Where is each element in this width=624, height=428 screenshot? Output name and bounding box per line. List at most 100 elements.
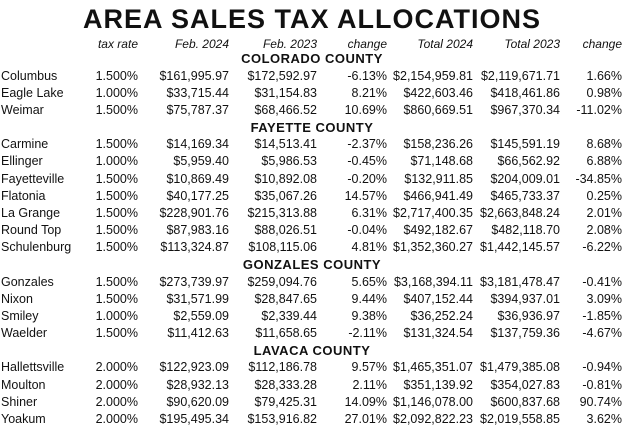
monthly-change: 4.81%: [351, 239, 387, 254]
total-change: -0.41%: [582, 274, 622, 289]
total-2023-value: $418,461.86: [490, 85, 560, 100]
total-2024-value: $71,148.68: [410, 154, 473, 169]
monthly-change: 6.31%: [351, 205, 387, 220]
tax-rate: 1.500%: [95, 137, 138, 152]
table-row: Waelder 1.500% $11,412.63 $11,658.65 -2.11% $…: [0, 325, 624, 342]
total-2023-value: $465,733.37: [490, 188, 560, 203]
feb-2023-value: $108,115.06: [248, 239, 317, 254]
monthly-change: 27.01%: [344, 411, 387, 426]
monthly-change: 10.69%: [344, 102, 387, 117]
city-name: Round Top: [1, 222, 62, 237]
county-heading: FAYETTE COUNTY: [250, 119, 374, 135]
feb-2023-value: $215,313.88: [247, 205, 317, 220]
city-name: La Grange: [1, 205, 61, 220]
tax-rate: 1.500%: [95, 102, 138, 117]
city-name: Hallettsville: [1, 360, 65, 375]
feb-2023-value: $5,986.53: [261, 154, 317, 169]
city-name: Columbus: [1, 68, 58, 83]
feb-2023-value: $2,339.44: [261, 308, 317, 323]
total-2023-value: $137,759.36: [490, 325, 560, 340]
total-2023-value: $1,479,385.08: [480, 360, 560, 375]
total-2024-value: $1,352,360.27: [393, 239, 473, 254]
header-monthly-change: change: [347, 37, 387, 51]
table-row: Carmine 1.500% $14,169.34 $14,513.41 -2.37% $…: [0, 136, 624, 153]
header-feb-2023: Feb. 2023: [262, 37, 317, 51]
total-2023-value: $2,019,558.85: [480, 411, 560, 426]
monthly-change: 9.38%: [351, 308, 387, 323]
total-2024-value: $422,603.46: [403, 85, 473, 100]
feb-2023-value: $28,333.28: [254, 377, 317, 392]
total-2023-value: $394,937.01: [490, 291, 560, 306]
total-change: -4.67%: [582, 325, 622, 340]
feb-2023-value: $88,026.51: [254, 222, 317, 237]
monthly-change: -0.20%: [347, 171, 387, 186]
total-change: 2.01%: [586, 205, 622, 220]
table-row: Round Top 1.500% $87,983.16 $88,026.51 -0.04…: [0, 222, 624, 239]
city-name: Schulenburg: [1, 239, 72, 254]
tax-rate: 2.000%: [95, 360, 138, 375]
table-row: Flatonia 1.500% $40,177.25 $35,067.26 14.57%…: [0, 188, 624, 205]
city-name: Weimar: [1, 102, 44, 117]
total-2024-value: $407,152.44: [403, 291, 473, 306]
total-change: 3.09%: [586, 291, 622, 306]
feb-2023-value: $112,186.78: [248, 360, 317, 375]
feb-2023-value: $31,154.83: [254, 85, 317, 100]
city-name: Fayetteville: [1, 171, 65, 186]
city-name: Flatonia: [1, 188, 46, 203]
feb-2024-value: $228,901.76: [159, 205, 229, 220]
total-change: 8.68%: [586, 137, 622, 152]
tax-rate: 1.500%: [95, 68, 138, 83]
monthly-change: 9.44%: [351, 291, 387, 306]
total-2024-value: $2,154,959.81: [393, 68, 473, 83]
table-row: Fayetteville 1.500% $10,869.49 $10,892.08 -0…: [0, 171, 624, 188]
feb-2024-value: $11,412.63: [167, 325, 229, 340]
tax-rate: 1.000%: [95, 154, 138, 169]
total-2023-value: $204,009.01: [490, 171, 560, 186]
feb-2024-value: $14,169.34: [166, 137, 229, 152]
table-row: La Grange 1.500% $228,901.76 $215,313.88 6.3…: [0, 205, 624, 222]
total-2024-value: $131,324.54: [403, 325, 473, 340]
header-feb-2024: Feb. 2024: [174, 37, 229, 51]
total-2024-value: $466,941.49: [403, 188, 473, 203]
total-2024-value: $132,911.85: [404, 171, 473, 186]
total-2023-value: $482,118.70: [491, 222, 560, 237]
tax-rate: 1.000%: [95, 85, 138, 100]
total-2024-value: $351,139.92: [403, 377, 473, 392]
feb-2024-value: $122,923.09: [159, 360, 229, 375]
tax-rate: 1.500%: [95, 239, 138, 254]
total-change: -11.02%: [576, 102, 622, 117]
table-row: Nixon 1.500% $31,571.99 $28,847.65 9.44% $407…: [0, 291, 624, 308]
feb-2024-value: $161,995.97: [159, 68, 229, 83]
feb-2023-value: $68,466.52: [254, 102, 317, 117]
feb-2024-value: $33,715.44: [166, 85, 229, 100]
city-name: Eagle Lake: [1, 85, 64, 100]
total-2023-value: $66,562.92: [497, 154, 560, 169]
table-row: Smiley 1.000% $2,559.09 $2,339.44 9.38% $36,2…: [0, 308, 624, 325]
total-2024-value: $860,669.51: [403, 102, 473, 117]
total-2024-value: $158,236.26: [403, 137, 473, 152]
table-row: Moulton 2.000% $28,932.13 $28,333.28 2.11% $3…: [0, 377, 624, 394]
header-tax-rate: tax rate: [97, 37, 138, 51]
total-2024-value: $36,252.24: [410, 308, 473, 323]
city-name: Yoakum: [1, 411, 46, 426]
monthly-change: -0.45%: [347, 154, 387, 169]
total-2023-value: $2,119,671.71: [480, 68, 560, 83]
feb-2024-value: $5,959.40: [173, 154, 229, 169]
tax-rate: 1.500%: [95, 205, 138, 220]
total-2023-value: $3,181,478.47: [480, 274, 560, 289]
total-change: 0.98%: [586, 85, 622, 100]
total-change: 2.08%: [586, 222, 622, 237]
feb-2024-value: $40,177.25: [166, 188, 229, 203]
total-change: -0.94%: [582, 360, 622, 375]
total-2024-value: $492,182.67: [403, 222, 473, 237]
page-title: AREA SALES TAX ALLOCATIONS: [83, 4, 541, 34]
tax-rate: 1.500%: [95, 188, 138, 203]
feb-2023-value: $259,094.76: [247, 274, 317, 289]
feb-2024-value: $113,324.87: [160, 239, 229, 254]
total-change: 6.88%: [586, 154, 622, 169]
city-name: Ellinger: [1, 154, 43, 169]
table-row: Ellinger 1.000% $5,959.40 $5,986.53 -0.45% $7…: [0, 153, 624, 170]
total-2023-value: $354,027.83: [490, 377, 560, 392]
tax-rate: 2.000%: [95, 411, 138, 426]
monthly-change: -2.11%: [348, 325, 387, 340]
